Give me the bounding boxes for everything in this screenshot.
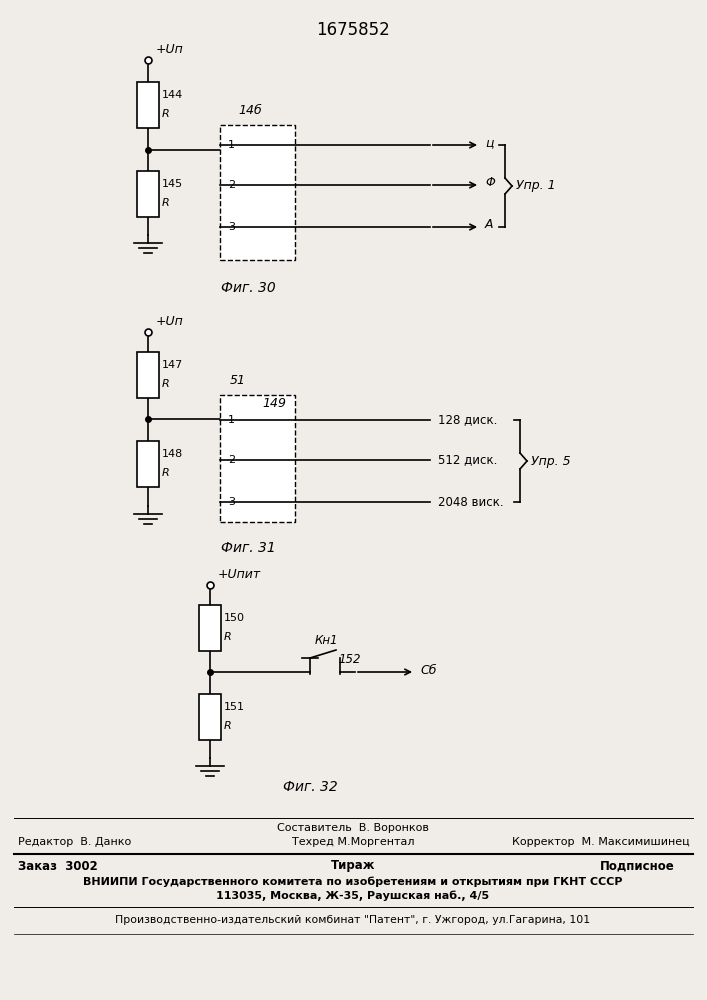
Bar (199, 605, 221, 651)
Text: Кн1: Кн1 (315, 634, 339, 647)
Text: 151: 151 (224, 702, 245, 712)
Text: 148: 148 (162, 449, 183, 459)
Text: Тираж: Тираж (331, 859, 375, 872)
Text: Заказ  3002: Заказ 3002 (18, 859, 98, 872)
Text: 2048 виск.: 2048 виск. (438, 495, 503, 508)
Text: Составитель  В. Воронков: Составитель В. Воронков (277, 823, 429, 833)
Bar (137, 352, 159, 398)
Text: R: R (224, 632, 232, 642)
Text: 113035, Москва, Ж-35, Раушская наб., 4/5: 113035, Москва, Ж-35, Раушская наб., 4/5 (216, 891, 489, 901)
Text: R: R (162, 468, 170, 478)
Bar (137, 82, 159, 128)
Text: Сб: Сб (420, 664, 436, 676)
Text: Фиг. 32: Фиг. 32 (283, 780, 337, 794)
Text: 3: 3 (228, 497, 235, 507)
Text: 51: 51 (230, 374, 246, 387)
Text: Техред М.Моргентал: Техред М.Моргентал (292, 837, 414, 847)
Text: Подписное: Подписное (600, 859, 674, 872)
Text: Упр. 1: Упр. 1 (516, 180, 556, 192)
Text: 128 диск.: 128 диск. (438, 414, 498, 426)
Text: 1: 1 (228, 140, 235, 150)
Text: R: R (162, 379, 170, 389)
Text: ВНИИПИ Государственного комитета по изобретениям и открытиям при ГКНТ СССР: ВНИИПИ Государственного комитета по изоб… (83, 877, 623, 887)
Text: A: A (485, 219, 493, 232)
Text: R: R (162, 109, 170, 119)
Text: 145: 145 (162, 179, 183, 189)
Text: Корректор  М. Максимишинец: Корректор М. Максимишинец (513, 837, 690, 847)
Text: 14б: 14б (238, 104, 262, 117)
Text: 147: 147 (162, 360, 183, 370)
Bar (137, 441, 159, 487)
Text: 2: 2 (228, 180, 235, 190)
Text: R: R (224, 721, 232, 731)
Text: +Uп: +Uп (156, 43, 184, 56)
Text: Производственно-издательский комбинат "Патент", г. Ужгород, ул.Гагарина, 101: Производственно-издательский комбинат "П… (115, 915, 590, 925)
Text: 1675852: 1675852 (316, 21, 390, 39)
Text: 149: 149 (262, 397, 286, 410)
Text: +Uпит: +Uпит (218, 568, 261, 581)
Bar (199, 694, 221, 740)
Text: Фиг. 30: Фиг. 30 (221, 281, 275, 295)
Text: R: R (162, 198, 170, 208)
Text: 144: 144 (162, 90, 183, 100)
Text: Редактор  В. Данко: Редактор В. Данко (18, 837, 132, 847)
Text: 512 диск.: 512 диск. (438, 454, 498, 466)
Text: Упр. 5: Упр. 5 (531, 454, 571, 468)
Text: 2: 2 (228, 455, 235, 465)
Text: 152: 152 (338, 653, 361, 666)
Text: +Uп: +Uп (156, 315, 184, 328)
Text: ц: ц (485, 136, 493, 149)
Text: Φ: Φ (485, 176, 495, 190)
Text: 1: 1 (228, 415, 235, 425)
Bar (220, 395, 295, 522)
Bar (137, 171, 159, 217)
Text: 150: 150 (224, 613, 245, 623)
Bar (220, 125, 295, 260)
Text: Фиг. 31: Фиг. 31 (221, 541, 275, 555)
Text: 3: 3 (228, 222, 235, 232)
